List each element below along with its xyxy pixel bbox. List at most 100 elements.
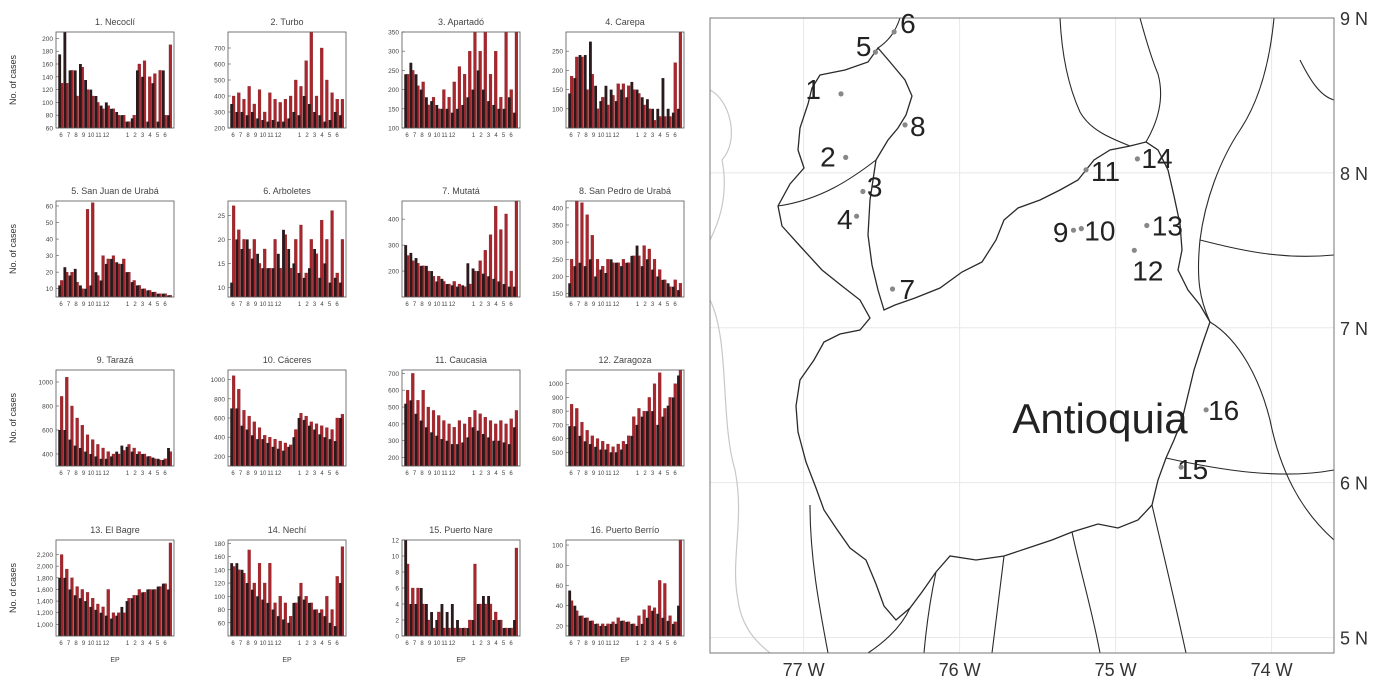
x-tick-label: 2 <box>305 133 309 139</box>
x-tick-label: 11 <box>441 641 448 647</box>
y-tick-label: 60 <box>46 203 54 210</box>
plot-frame <box>227 539 347 637</box>
bar-series-1 <box>230 408 234 466</box>
x-axis-label: EP <box>282 657 292 664</box>
department-border <box>1299 59 1335 101</box>
bar-series-1 <box>424 604 428 636</box>
y-tick-label: 80 <box>556 563 564 570</box>
x-tick-label: 9 <box>254 641 258 647</box>
bar-series-1 <box>419 420 423 466</box>
latitude-tick-label: 8 N <box>1340 164 1368 184</box>
bar-series-1 <box>141 76 145 128</box>
bar-series-1 <box>666 283 670 297</box>
bar-series-1 <box>292 437 296 466</box>
department-border <box>1059 17 1131 147</box>
bar-series-1 <box>297 273 301 297</box>
bar-series-1 <box>94 609 98 636</box>
y-tick-label: 150 <box>552 87 563 94</box>
bar-series-1 <box>68 275 72 297</box>
bar-series-1 <box>635 245 639 297</box>
bar-series-1 <box>78 598 82 636</box>
x-tick-label: 11 <box>95 302 102 308</box>
y-tick-label: 20 <box>218 237 226 244</box>
bar-series-1 <box>620 89 623 128</box>
bar-series-1 <box>573 78 577 128</box>
bar-series-1 <box>599 101 603 128</box>
x-tick-label: 2 <box>643 133 647 139</box>
x-tick-label: 3 <box>651 471 655 477</box>
plot-frame <box>401 369 521 467</box>
bar-series-1 <box>245 115 249 128</box>
bar-series-1 <box>156 586 160 636</box>
y-tick-label: 400 <box>388 217 399 224</box>
bar-series-1 <box>156 121 160 128</box>
bar-series-1 <box>583 617 587 636</box>
bar-series-1 <box>513 286 516 297</box>
bar-series-1 <box>266 121 270 128</box>
x-tick-label: 9 <box>428 641 432 647</box>
plot-frame <box>55 539 175 637</box>
bar-series-1 <box>84 601 88 636</box>
y-tick-label: 250 <box>552 49 563 56</box>
bar-series-1 <box>151 589 155 636</box>
bar-series-1 <box>323 437 327 466</box>
bar-series-1 <box>435 104 439 128</box>
department-border <box>991 555 1005 654</box>
x-tick-label: 9 <box>428 302 432 308</box>
x-tick-label: 4 <box>494 302 498 308</box>
x-tick-label: 1 <box>126 641 130 647</box>
bar-series-1 <box>430 271 434 297</box>
x-tick-label: 3 <box>313 471 317 477</box>
x-tick-label: 2 <box>133 471 137 477</box>
x-tick-label: 6 <box>673 641 677 647</box>
x-tick-label: 12 <box>449 471 456 477</box>
y-tick-label: 100 <box>388 126 399 133</box>
y-tick-label: 1000 <box>211 377 226 384</box>
chart-title: 15. Puerto Nare <box>429 525 493 535</box>
x-tick-label: 12 <box>613 641 620 647</box>
y-tick-label: 200 <box>42 36 53 43</box>
bar-series-1 <box>435 620 439 636</box>
bar-series-1 <box>625 262 629 297</box>
y-tick-label: 60 <box>46 126 54 133</box>
x-tick-label: 5 <box>328 133 332 139</box>
bar-series-1 <box>445 440 449 466</box>
chart-title: 10. Cáceres <box>263 355 312 365</box>
bar-series-1 <box>151 457 155 466</box>
x-tick-label: 7 <box>239 302 243 308</box>
x-tick-label: 10 <box>598 471 605 477</box>
bar-series-1 <box>63 577 67 636</box>
x-tick-label: 9 <box>428 133 432 139</box>
y-tick-label: 100 <box>552 106 563 113</box>
bar-series-1 <box>625 97 629 128</box>
x-tick-label: 10 <box>260 302 267 308</box>
site-marker <box>891 29 897 35</box>
bar-series-1 <box>583 441 587 466</box>
x-tick-label: 6 <box>59 133 63 139</box>
bar-series-1 <box>120 115 124 128</box>
x-tick-label: 8 <box>584 302 588 308</box>
bar-series-1 <box>84 80 88 128</box>
y-tick-label: 20 <box>556 623 564 630</box>
bar-series-1 <box>328 439 332 466</box>
bar-series-1 <box>594 276 598 297</box>
bar-series-1 <box>104 458 108 466</box>
site-marker <box>838 91 844 97</box>
x-tick-label: 12 <box>449 133 456 139</box>
bar-series-1 <box>339 115 342 128</box>
bar-series-1 <box>78 285 82 297</box>
bar-series-1 <box>671 397 675 466</box>
x-tick-label: 6 <box>163 641 167 647</box>
bar-series-1 <box>141 288 145 297</box>
y-tick-label: 12 <box>392 538 400 545</box>
x-tick-label: 12 <box>103 302 110 308</box>
y-tick-label: 800 <box>42 404 53 411</box>
chart-title: 8. San Pedro de Urabá <box>579 186 671 196</box>
bar-series-1 <box>250 112 254 128</box>
bar-series-1 <box>466 437 470 466</box>
x-tick-label: 6 <box>231 133 235 139</box>
bar-series-1 <box>419 89 423 128</box>
x-tick-label: 7 <box>413 133 417 139</box>
bar-series-1 <box>604 625 608 636</box>
